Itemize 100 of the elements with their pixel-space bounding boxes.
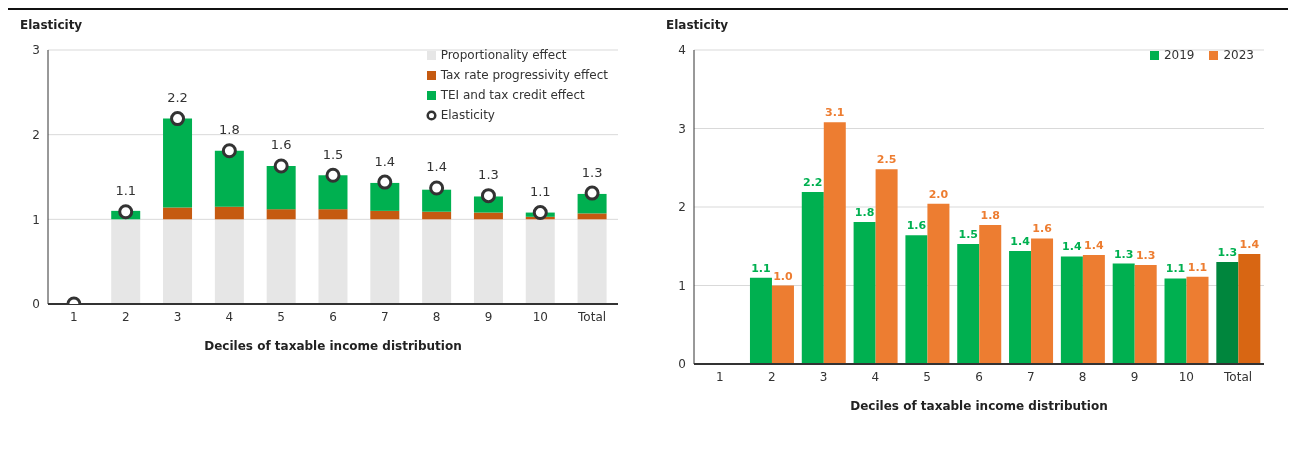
bar <box>1216 261 1239 364</box>
bar <box>214 150 244 207</box>
bar <box>749 277 772 364</box>
x-tick-label: 7 <box>1027 369 1035 384</box>
x-tick-label: Total <box>1223 369 1253 384</box>
bar <box>111 219 141 304</box>
bar <box>318 209 348 220</box>
bar <box>214 206 244 220</box>
x-tick-label: 9 <box>484 309 493 324</box>
bar <box>266 165 296 210</box>
x-axis-title: Deciles of taxable income distribution <box>204 339 462 353</box>
y-tick-label: 3 <box>678 121 686 136</box>
x-tick-label: 7 <box>381 309 389 324</box>
point <box>429 180 445 196</box>
data-label: 1.3 <box>478 167 499 183</box>
point <box>118 204 134 220</box>
bar <box>163 207 193 220</box>
legend-label: Elasticity <box>440 108 495 122</box>
x-tick-label: 4 <box>871 369 880 384</box>
x-tick-label: Total <box>577 309 607 324</box>
legend-label: 2023 <box>1223 48 1254 62</box>
data-label: 1.0 <box>773 269 794 283</box>
bar <box>214 219 244 304</box>
y-tick-label: 1 <box>678 278 686 293</box>
y-tick-label: 1 <box>32 212 40 227</box>
data-label: 1.1 <box>1165 262 1186 276</box>
bar <box>1031 238 1054 364</box>
data-label: 1.6 <box>906 219 927 233</box>
bar <box>473 219 503 304</box>
y-tick-label: 4 <box>678 43 686 58</box>
data-label: 2.5 <box>876 153 897 167</box>
data-label: 1.3 <box>1113 247 1134 261</box>
y-axis-title: Elasticity <box>666 18 729 32</box>
point <box>221 143 237 159</box>
x-tick-label: 1 <box>716 369 724 384</box>
bar <box>853 221 876 364</box>
data-label: 1.3 <box>581 164 603 180</box>
bar <box>525 219 555 304</box>
bar <box>979 225 1002 364</box>
x-tick-label: 1 <box>70 309 78 324</box>
data-label: 1.8 <box>980 209 1000 223</box>
data-label: 1.8 <box>219 122 240 138</box>
data-label: 2.2 <box>803 176 823 190</box>
bar <box>1164 278 1187 364</box>
bar <box>771 285 794 364</box>
y-tick-label: 0 <box>32 297 40 312</box>
x-tick-label: 8 <box>1078 369 1087 384</box>
bar <box>163 219 193 304</box>
x-tick-label: 2 <box>767 369 776 384</box>
data-label: 1.4 <box>374 153 396 169</box>
bar <box>905 235 928 364</box>
point <box>377 174 393 190</box>
data-label: 1.1 <box>751 261 771 275</box>
x-tick-label: 6 <box>329 309 337 324</box>
data-label: 1.5 <box>322 146 344 162</box>
x-tick-label: 9 <box>1130 369 1139 384</box>
y-axis-title: Elasticity <box>20 18 83 32</box>
x-tick-label: 2 <box>121 309 130 324</box>
data-label: 1.8 <box>854 205 875 219</box>
bar <box>875 169 898 364</box>
legend-label: TEI and tax credit effect <box>440 88 585 102</box>
bar <box>1082 254 1105 364</box>
data-label: 2.0 <box>928 187 949 201</box>
point <box>532 205 548 221</box>
data-label: 1.5 <box>958 227 978 241</box>
bar <box>823 122 846 364</box>
bar <box>370 182 400 211</box>
bar <box>318 175 348 210</box>
bar <box>1134 265 1157 364</box>
bar <box>318 219 348 304</box>
data-label: 1.4 <box>1010 234 1031 248</box>
bar <box>957 243 980 364</box>
bar <box>1238 254 1261 364</box>
data-label: 1.3 <box>1217 245 1238 259</box>
data-label: 1.3 <box>1135 249 1156 263</box>
legend-label: Proportionality effect <box>440 48 567 62</box>
x-tick-label: 8 <box>432 309 441 324</box>
bar <box>163 118 193 208</box>
y-tick-label: 2 <box>678 200 686 215</box>
x-tick-label: 4 <box>225 309 234 324</box>
bar <box>370 210 400 220</box>
bar <box>927 203 950 364</box>
data-label: 1.4 <box>426 159 447 175</box>
bar <box>266 209 296 220</box>
bar <box>1112 263 1135 364</box>
x-tick-label: 6 <box>975 369 983 384</box>
bar <box>422 189 452 212</box>
data-label: 1.1 <box>1187 260 1208 274</box>
data-label: 1.4 <box>1084 238 1104 252</box>
data-label: 2.2 <box>167 90 188 106</box>
data-label: 1.1 <box>115 183 137 199</box>
bar <box>801 192 824 364</box>
point <box>325 167 341 183</box>
data-label: 1.1 <box>529 184 551 200</box>
legend-label: 2019 <box>1163 48 1195 62</box>
bar <box>577 219 607 304</box>
bar <box>1186 276 1209 364</box>
point <box>273 158 289 174</box>
data-label: 1.4 <box>1239 238 1260 252</box>
point <box>170 111 186 127</box>
